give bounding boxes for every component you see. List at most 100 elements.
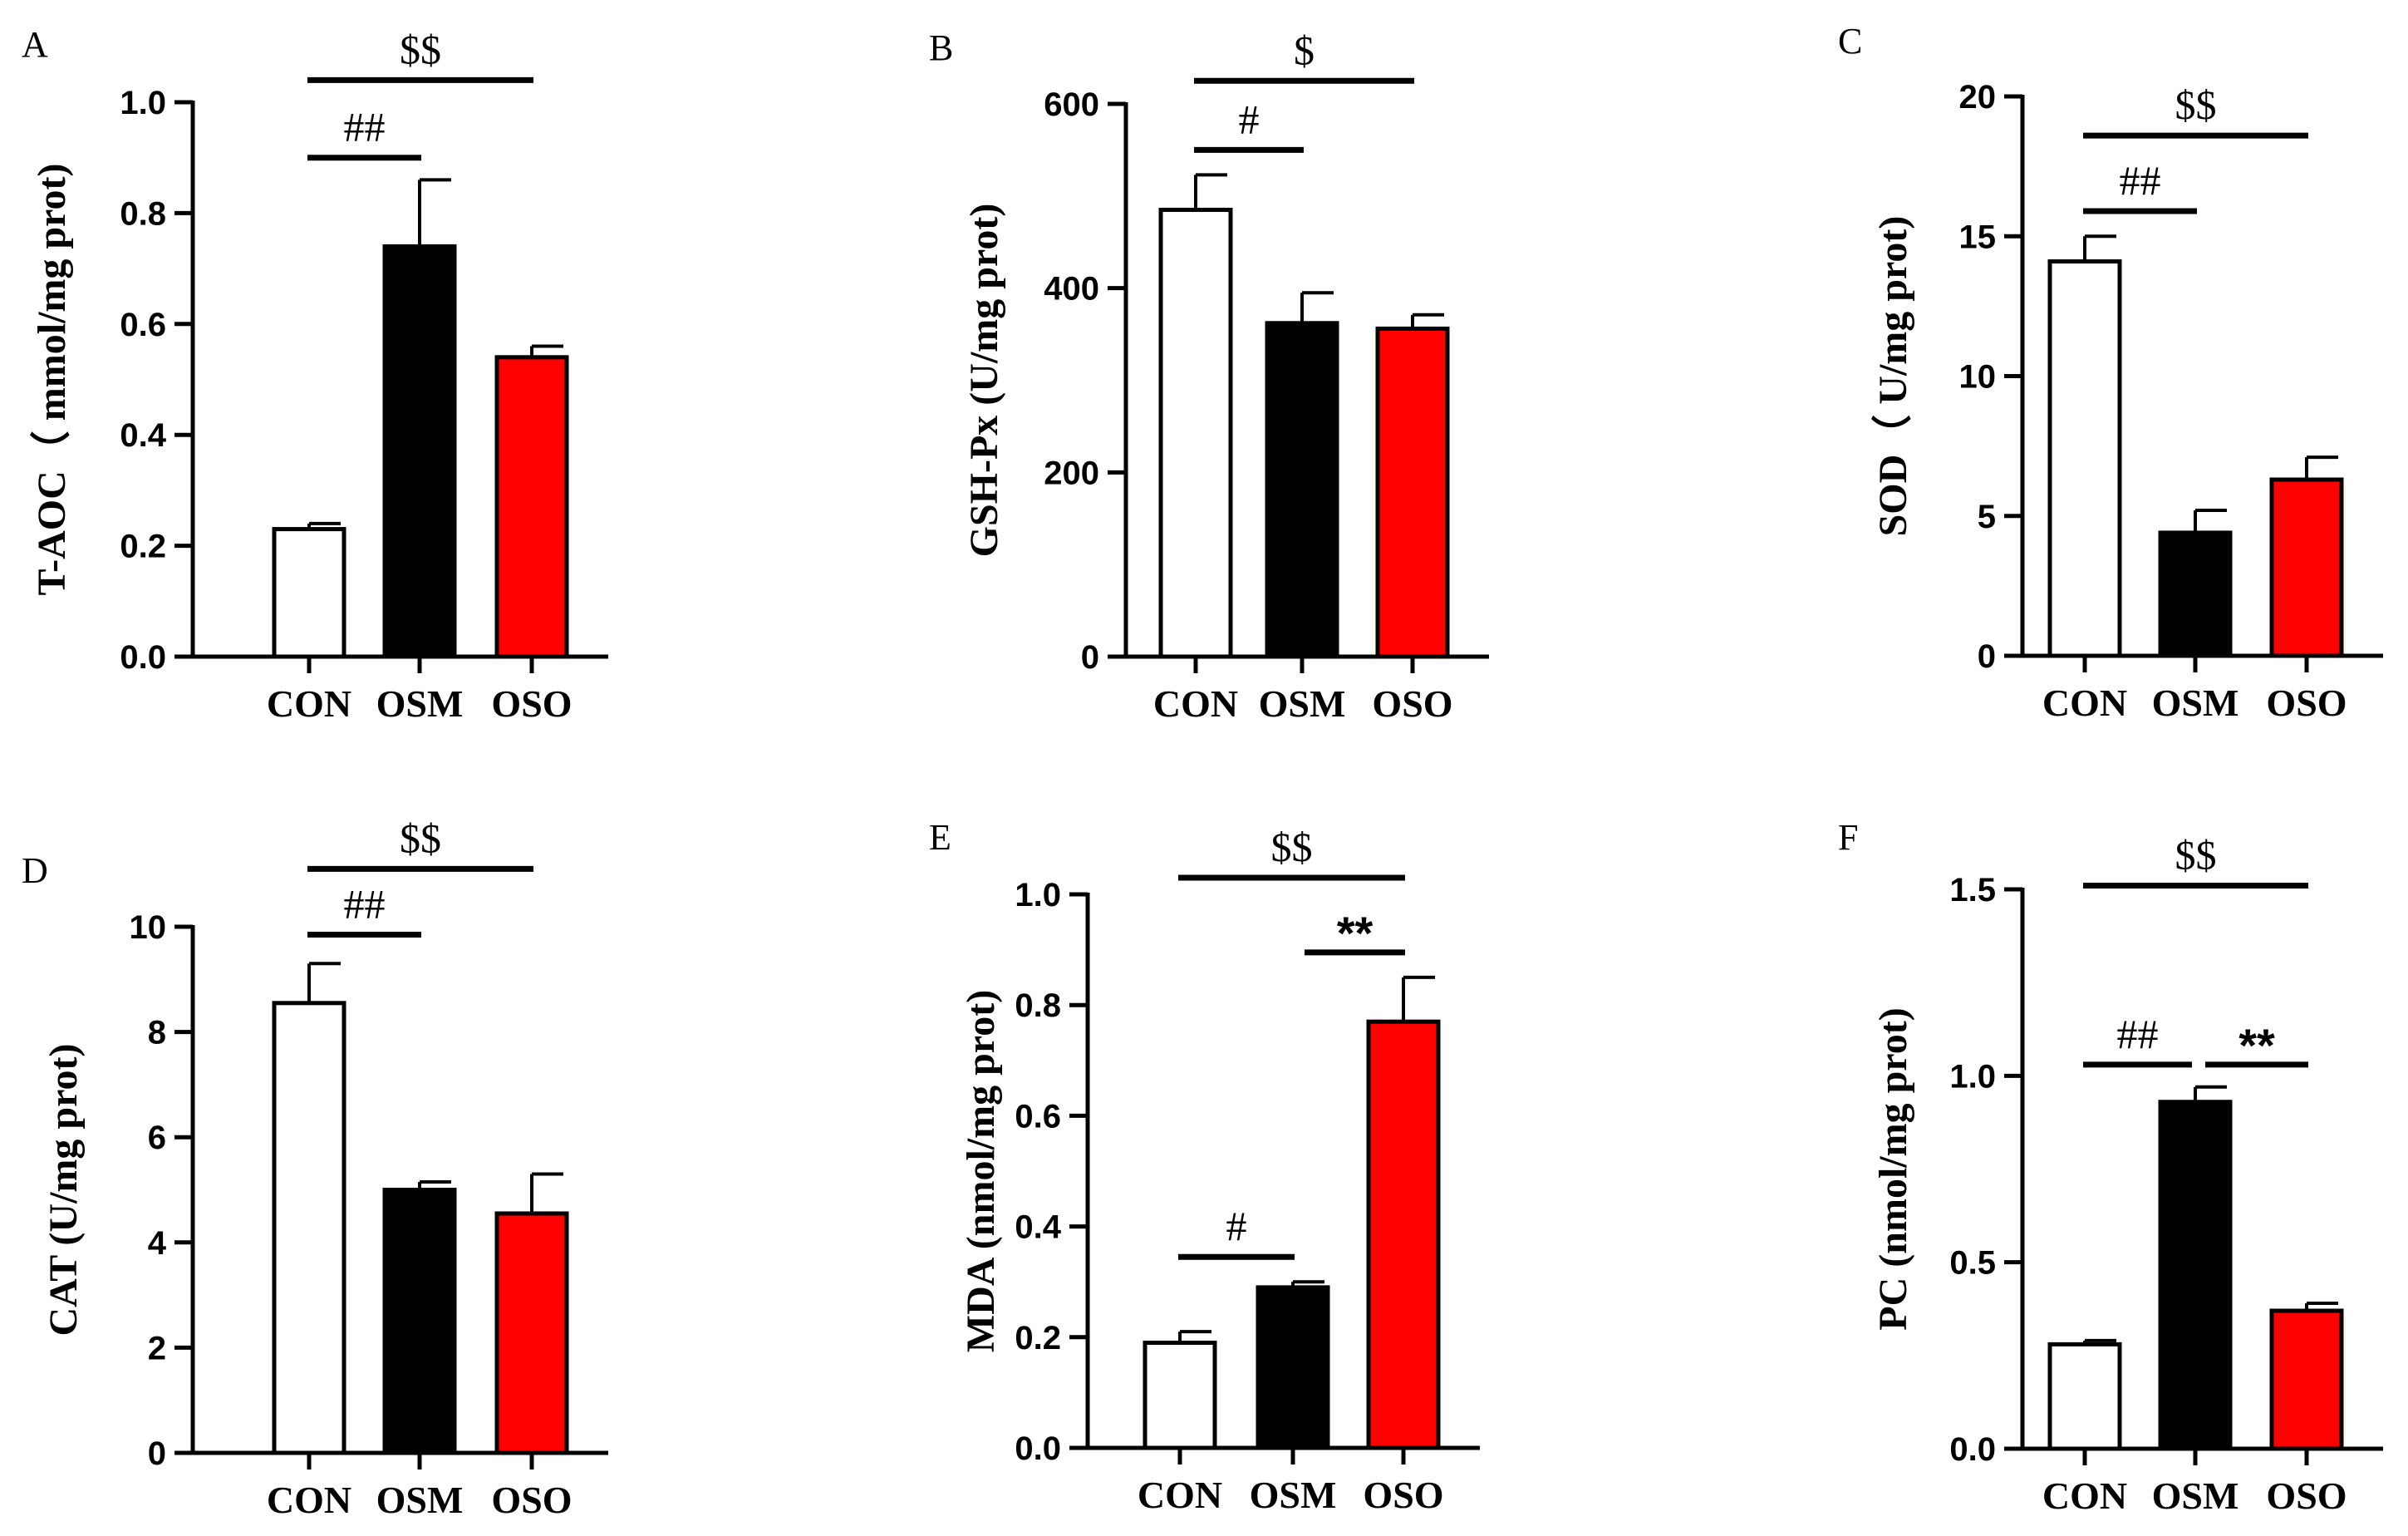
x-tick-label-osm: OSM xyxy=(2152,1474,2239,1517)
significance-label: $$ xyxy=(1271,824,1313,870)
bar-osm xyxy=(382,1188,457,1455)
y-tick-label: 15 xyxy=(1959,219,1997,255)
bar-osm xyxy=(2158,1100,2233,1451)
bar-oso xyxy=(494,1211,569,1455)
y-tick-label: 1.0 xyxy=(120,85,166,121)
significance-label: ## xyxy=(344,880,386,927)
x-tick-label-con: CON xyxy=(1153,682,1238,725)
x-tick-label-osm: OSM xyxy=(1250,1474,1337,1516)
y-axis-label: CAT (U/mg prot) xyxy=(42,1044,86,1337)
bar-con xyxy=(272,527,346,659)
panel-f: F PC (nmol/mg prot) 0.0 0.5 1.0 1.5 CON OSM OSO #… xyxy=(1838,817,2383,1517)
bar-con xyxy=(2047,1342,2122,1451)
x-tick-label-oso: OSO xyxy=(491,682,572,725)
x-tick-label-osm: OSM xyxy=(376,1479,464,1521)
bar-con xyxy=(272,1001,346,1455)
y-tick-label: 600 xyxy=(1044,86,1099,123)
x-tick-label-con: CON xyxy=(1138,1474,1222,1516)
y-tick-label: 0.2 xyxy=(1015,1320,1061,1356)
x-tick-label-osm: OSM xyxy=(376,682,464,725)
y-tick-label: 400 xyxy=(1044,271,1099,308)
panel-letter: E xyxy=(929,817,951,858)
bar-osm xyxy=(1256,1285,1330,1450)
y-tick-label: 0.4 xyxy=(120,417,166,454)
x-tick-label-oso: OSO xyxy=(2266,682,2347,724)
significance-label: ## xyxy=(344,104,386,150)
panel-b: B GSH-Px (U/mg prot) 0 200 400 600 CON OSM OSO # $ xyxy=(929,27,1489,725)
y-tick-label: 1.5 xyxy=(1949,872,1996,908)
significance-label: ## xyxy=(2120,157,2161,204)
significance-label: ## xyxy=(2117,1011,2159,1057)
x-tick-label-oso: OSO xyxy=(2266,1474,2347,1517)
y-tick-label: 2 xyxy=(148,1330,166,1366)
bar-oso xyxy=(1366,1019,1441,1450)
y-axis-label: SOD（ U/mg prot) xyxy=(1871,216,1915,537)
y-tick-label: 0 xyxy=(1978,638,1996,675)
y-tick-label: 5 xyxy=(1978,499,1996,535)
y-tick-label: 10 xyxy=(130,909,167,946)
panel-letter: F xyxy=(1838,817,1858,858)
y-tick-label: 0 xyxy=(148,1435,166,1472)
x-tick-label-osm: OSM xyxy=(2152,682,2239,724)
y-tick-label: 6 xyxy=(148,1120,166,1156)
y-tick-label: 200 xyxy=(1044,455,1099,491)
y-tick-label: 0.0 xyxy=(120,639,166,676)
significance-label: # xyxy=(1226,1203,1247,1249)
y-tick-label: 0.6 xyxy=(1015,1098,1061,1135)
bar-oso xyxy=(2269,477,2344,658)
bar-oso xyxy=(2269,1308,2344,1451)
y-tick-label: 0.4 xyxy=(1015,1209,1061,1246)
x-tick-label-con: CON xyxy=(267,682,351,725)
panel-letter: C xyxy=(1838,21,1862,62)
y-tick-label: 0.2 xyxy=(120,529,166,565)
bar-con xyxy=(1158,207,1233,659)
x-tick-label-oso: OSO xyxy=(1372,682,1452,725)
x-tick-label-con: CON xyxy=(2042,1474,2127,1517)
panel-letter: D xyxy=(22,850,48,891)
bar-oso xyxy=(1375,326,1450,659)
x-tick-label-con: CON xyxy=(2042,682,2127,724)
panel-letter: B xyxy=(929,27,953,68)
y-tick-label: 4 xyxy=(148,1225,167,1262)
y-axis-label: MDA (nmol/mg prot) xyxy=(959,990,1003,1352)
y-tick-label: 0.6 xyxy=(120,307,166,343)
y-tick-label: 0.0 xyxy=(1015,1430,1061,1467)
y-tick-label: 0.8 xyxy=(120,195,166,232)
bar-osm xyxy=(2158,530,2233,658)
x-tick-label-osm: OSM xyxy=(1259,682,1346,725)
panel-a: A T-AOC（ mmol/mg prot) 0.0 0.2 0.4 0.6 0.8 1.0 C… xyxy=(22,24,608,725)
y-tick-label: 1.0 xyxy=(1949,1058,1996,1095)
y-tick-label: 1.0 xyxy=(1015,877,1061,913)
significance-label: $$ xyxy=(400,26,441,72)
y-tick-label: 20 xyxy=(1959,79,1997,116)
y-tick-label: 0.8 xyxy=(1015,987,1061,1024)
y-axis-label: T-AOC（ mmol/mg prot) xyxy=(30,164,74,596)
bar-osm xyxy=(1265,321,1339,659)
panel-letter: A xyxy=(22,24,48,65)
bar-osm xyxy=(382,244,457,659)
panel-d: D CAT (U/mg prot) 0 2 4 6 8 10 CON OSM OSO ## $$ xyxy=(22,815,608,1521)
significance-label: ** xyxy=(2238,1019,2275,1071)
y-tick-label: 0.5 xyxy=(1949,1245,1996,1282)
significance-label: $$ xyxy=(400,815,441,861)
significance-label: $$ xyxy=(2175,832,2217,879)
x-tick-label-oso: OSO xyxy=(1363,1474,1443,1516)
bar-con xyxy=(1143,1340,1217,1450)
y-axis-label: PC (nmol/mg prot) xyxy=(1871,1007,1915,1330)
significance-label: $$ xyxy=(2175,81,2217,128)
x-tick-label-oso: OSO xyxy=(491,1479,572,1521)
y-tick-label: 0.0 xyxy=(1949,1431,1996,1468)
y-tick-label: 0 xyxy=(1081,639,1099,676)
x-tick-label-con: CON xyxy=(267,1479,351,1521)
panel-e: E MDA (nmol/mg prot) 0.0 0.2 0.4 0.6 0.8 1.0 CON… xyxy=(929,817,1480,1516)
y-tick-label: 10 xyxy=(1959,359,1997,396)
significance-label: # xyxy=(1239,96,1260,142)
significance-label: $ xyxy=(1294,27,1315,73)
y-axis-label: GSH-Px (U/mg prot) xyxy=(962,204,1006,558)
panel-c: C SOD（ U/mg prot) 0 5 10 15 20 CON OSM OSO ## $$ xyxy=(1838,21,2383,724)
bar-con xyxy=(2047,259,2122,658)
significance-label: ** xyxy=(1337,907,1374,959)
y-tick-label: 8 xyxy=(148,1015,166,1051)
bar-oso xyxy=(494,355,569,659)
